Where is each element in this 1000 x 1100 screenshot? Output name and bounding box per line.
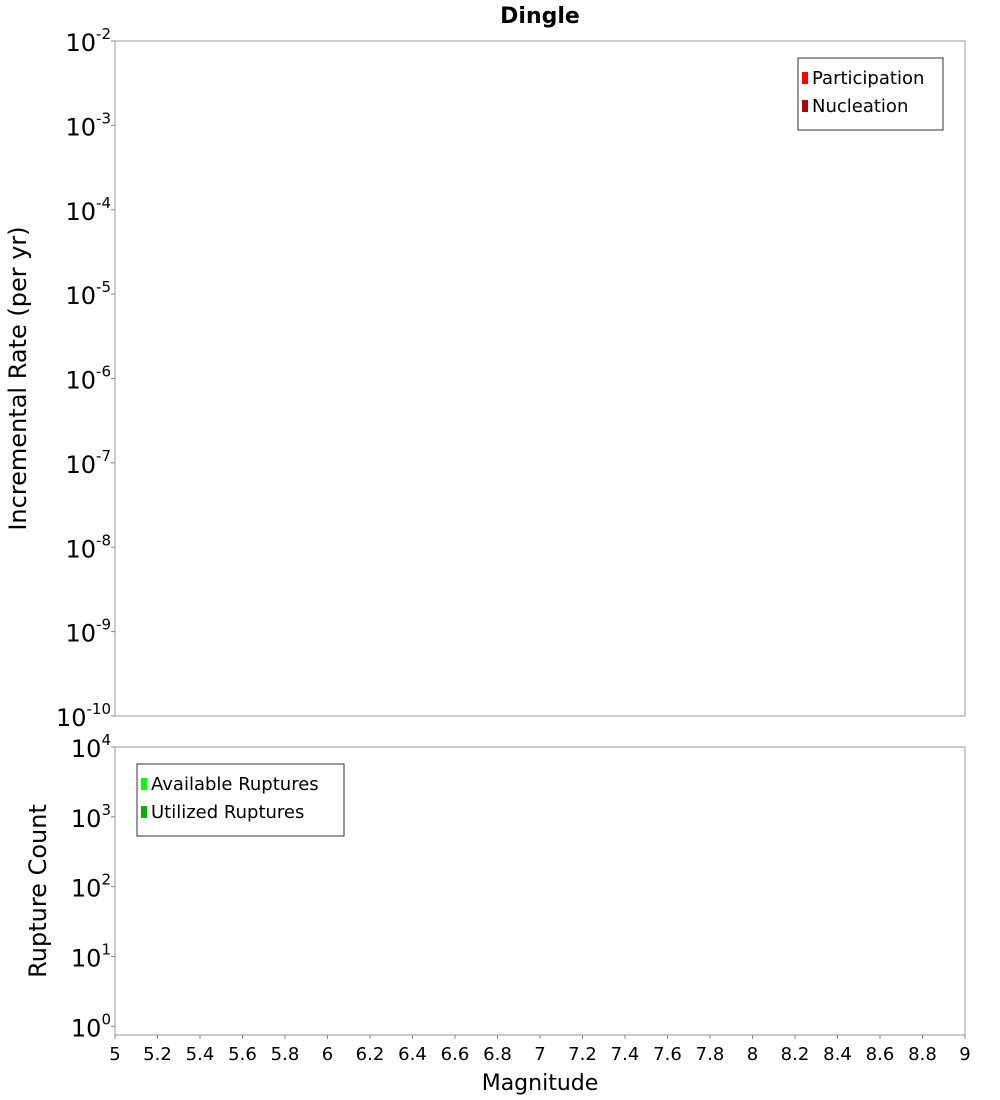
y-tick-base: 10 — [71, 944, 102, 972]
legend-swatch — [141, 778, 147, 790]
y-tick-base: 10 — [71, 875, 102, 903]
x-tick-label: 6.8 — [483, 1044, 512, 1065]
y-tick-exponent: -4 — [96, 194, 111, 212]
y-tick-label: 10-6 — [65, 363, 111, 395]
chart-title: Dingle — [500, 4, 580, 29]
y-tick-exponent: -9 — [96, 616, 111, 634]
legend-label: Utilized Ruptures — [151, 802, 304, 823]
y-tick-exponent: -7 — [96, 447, 111, 465]
x-tick-label: 6.2 — [356, 1044, 385, 1065]
x-tick-label: 7.4 — [611, 1044, 640, 1065]
y-tick-base: 10 — [71, 1014, 102, 1042]
y-axis-label: Incremental Rate (per yr) — [4, 226, 32, 530]
legend-swatch — [141, 806, 147, 818]
y-tick-label: 102 — [71, 871, 111, 903]
y-tick-exponent: 3 — [101, 801, 111, 819]
legend-box — [136, 763, 345, 837]
legend: Available Ruptures Utilized Ruptures — [136, 763, 345, 837]
x-tick-label: 5.4 — [186, 1044, 215, 1065]
y-tick-exponent: 0 — [101, 1010, 111, 1028]
y-tick-base: 10 — [65, 535, 96, 563]
x-tick-label: 6 — [322, 1044, 333, 1065]
x-ticks: 5 5.2 5.4 5.6 5.8 6 6.2 6.4 6.6 6.8 7 7.2 7.4 7.6 7.8 8… — [109, 1035, 971, 1065]
x-tick-label: 5 — [109, 1044, 120, 1065]
y-tick-base: 10 — [65, 113, 96, 141]
x-tick-label: 7.8 — [696, 1044, 725, 1065]
y-tick-exponent: 2 — [101, 871, 111, 889]
y-tick-label: 10-7 — [65, 447, 111, 479]
y-tick-base: 10 — [56, 704, 87, 732]
y-tick-base: 10 — [65, 282, 96, 310]
y-tick-exponent: -8 — [96, 531, 111, 549]
y-tick-label: 101 — [71, 940, 111, 972]
y-axis-label: Rupture Count — [24, 804, 52, 978]
legend-label: Available Ruptures — [151, 774, 319, 795]
y-tick-base: 10 — [65, 451, 96, 479]
y-tick-label: 103 — [71, 801, 111, 833]
legend-label: Nucleation — [812, 96, 908, 117]
y-tick-base: 10 — [65, 29, 96, 57]
y-tick-base: 10 — [71, 735, 102, 763]
y-tick-label: 10-3 — [65, 109, 111, 141]
y-tick-base: 10 — [65, 367, 96, 395]
x-tick-label: 6.6 — [441, 1044, 470, 1065]
x-tick-label: 5.6 — [228, 1044, 257, 1065]
x-tick-label: 5.8 — [271, 1044, 300, 1065]
y-tick-label: 10-5 — [65, 278, 111, 310]
x-tick-label: 8.2 — [781, 1044, 810, 1065]
legend-swatch — [802, 100, 808, 112]
y-tick-label: 100 — [71, 1010, 111, 1042]
x-tick-label: 9 — [959, 1044, 970, 1065]
x-tick-label: 7.6 — [653, 1044, 682, 1065]
x-tick-label: 8.8 — [908, 1044, 937, 1065]
y-tick-exponent: 1 — [101, 940, 111, 958]
y-tick-label: 10-9 — [65, 616, 111, 648]
y-tick-exponent: -6 — [96, 363, 111, 381]
x-tick-label: 8 — [747, 1044, 758, 1065]
chart-panel-1: 10-1010-910-810-710-610-510-410-310-2Din… — [4, 4, 966, 732]
legend: Participation Nucleation — [797, 57, 944, 131]
x-tick-label: 8.6 — [866, 1044, 895, 1065]
legend-label: Participation — [812, 68, 924, 89]
x-tick-label: 7.2 — [568, 1044, 597, 1065]
y-tick-label: 104 — [71, 731, 111, 763]
y-tick-exponent: 4 — [101, 731, 111, 749]
y-tick-exponent: -2 — [96, 25, 111, 43]
y-tick-exponent: -5 — [96, 278, 111, 296]
x-tick-label: 6.4 — [398, 1044, 427, 1065]
y-tick-label: 10-8 — [65, 531, 111, 563]
y-tick-base: 10 — [65, 198, 96, 226]
y-tick-exponent: -10 — [87, 700, 112, 718]
y-tick-label: 10-4 — [65, 194, 111, 226]
x-tick-label: 7 — [534, 1044, 545, 1065]
y-tick-label: 10-2 — [65, 25, 111, 57]
x-tick-label: 5.2 — [143, 1044, 172, 1065]
x-tick-label: 8.4 — [823, 1044, 852, 1065]
x-axis-label: Magnitude — [482, 1071, 599, 1096]
y-tick-label: 10-10 — [56, 700, 111, 732]
legend-box — [797, 57, 944, 131]
y-tick-base: 10 — [65, 620, 96, 648]
plot-frame — [114, 40, 966, 717]
y-tick-base: 10 — [71, 805, 102, 833]
y-tick-exponent: -3 — [96, 109, 111, 127]
legend-swatch — [802, 72, 808, 84]
